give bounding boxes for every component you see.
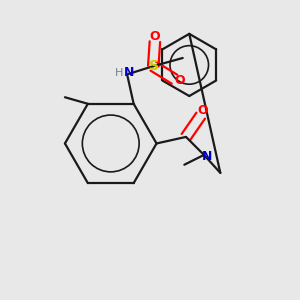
Text: S: S [149, 58, 159, 73]
Text: O: O [150, 30, 160, 43]
Text: O: O [174, 74, 185, 87]
Text: H: H [115, 68, 123, 78]
Text: N: N [124, 66, 134, 79]
Text: O: O [197, 104, 208, 117]
Text: N: N [202, 150, 212, 163]
